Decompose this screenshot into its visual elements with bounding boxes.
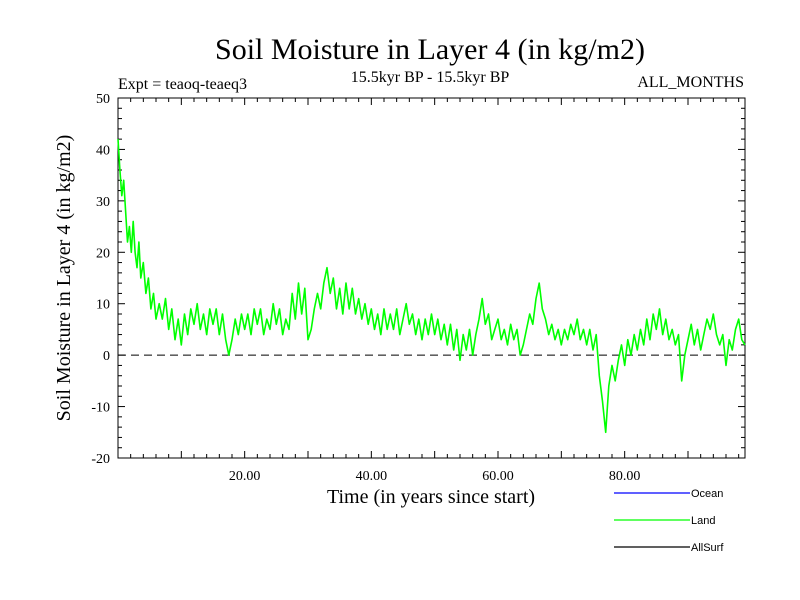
experiment-label: Expt = teaoq-teaeq3 xyxy=(118,76,247,93)
chart-title: Soil Moisture in Layer 4 (in kg/m2) xyxy=(215,33,645,66)
x-tick-label: 40.00 xyxy=(356,469,388,484)
x-axis: 20.00 40.00 60.00 80.00 xyxy=(130,98,740,484)
x-tick-label: 20.00 xyxy=(229,469,261,484)
x-axis-label: Time (in years since start) xyxy=(327,486,535,508)
legend-label-land: Land xyxy=(691,515,715,527)
legend-label-ocean: Ocean xyxy=(691,488,723,500)
y-tick-label: 50 xyxy=(96,92,110,107)
period-label: ALL_MONTHS xyxy=(637,74,744,91)
chart-subtitle: 15.5kyr BP - 15.5kyr BP xyxy=(351,69,510,86)
y-tick-label: -20 xyxy=(91,452,110,467)
x-tick-label: 60.00 xyxy=(482,469,514,484)
y-tick-label: 0 xyxy=(103,349,110,364)
y-axis-label: Soil Moisture in Layer 4 (in kg/m2) xyxy=(53,135,75,422)
legend: Ocean Land AllSurf xyxy=(614,488,724,554)
legend-label-allsurf: AllSurf xyxy=(691,542,724,554)
y-tick-label: -10 xyxy=(91,401,110,416)
y-tick-label: 10 xyxy=(96,298,110,313)
series-line-land xyxy=(117,139,746,434)
y-tick-label: 20 xyxy=(96,246,110,261)
y-tick-label: 30 xyxy=(96,195,110,210)
series-layer xyxy=(117,139,746,434)
y-axis: -20 -10 0 10 20 30 40 50 xyxy=(91,92,745,467)
plot-frame xyxy=(117,97,746,459)
y-tick-label: 40 xyxy=(96,143,110,158)
x-tick-label: 80.00 xyxy=(609,469,641,484)
